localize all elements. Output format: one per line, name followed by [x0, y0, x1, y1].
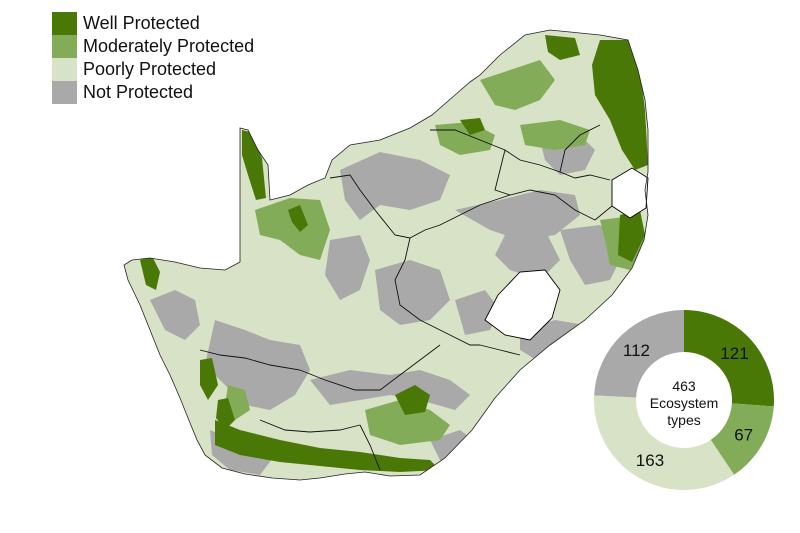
- legend-item-poorly-protected: Poorly Protected: [52, 58, 254, 81]
- well-protected-areas: [140, 35, 648, 472]
- donut-slice-well-protected: [684, 310, 774, 407]
- legend-swatch: [52, 81, 77, 104]
- donut-value-label: 163: [636, 451, 664, 470]
- legend-label: Poorly Protected: [83, 59, 217, 79]
- donut-value-label: 121: [720, 344, 748, 363]
- province-borders: [199, 124, 613, 471]
- donut-value-label: 67: [734, 426, 753, 445]
- legend-swatch: [52, 12, 77, 35]
- legend-swatch: [52, 35, 77, 58]
- legend: Well Protected Moderately Protected Poor…: [52, 12, 254, 104]
- protection-patches: [140, 35, 648, 475]
- donut-slice-moderately-protected: [710, 403, 774, 475]
- country-outline: [123, 29, 649, 481]
- legend-item-well-protected: Well Protected: [52, 12, 254, 35]
- legend-label: Moderately Protected: [83, 36, 255, 56]
- donut-value-label: 112: [623, 341, 650, 360]
- legend-label: Well Protected: [83, 13, 200, 33]
- donut-center-text: 463: [672, 378, 696, 394]
- donut-center-text: types: [667, 412, 700, 428]
- legend-swatch: [52, 58, 77, 81]
- legend-item-not-protected: Not Protected: [52, 81, 254, 104]
- donut-slice-not-protected: [594, 310, 684, 398]
- donut-slice-poorly-protected: [594, 395, 735, 490]
- legend-label: Not Protected: [83, 82, 194, 102]
- lesotho: [484, 269, 561, 341]
- legend-item-moderately-protected: Moderately Protected: [52, 35, 254, 58]
- donut-center-text: Ecosystem: [650, 395, 718, 411]
